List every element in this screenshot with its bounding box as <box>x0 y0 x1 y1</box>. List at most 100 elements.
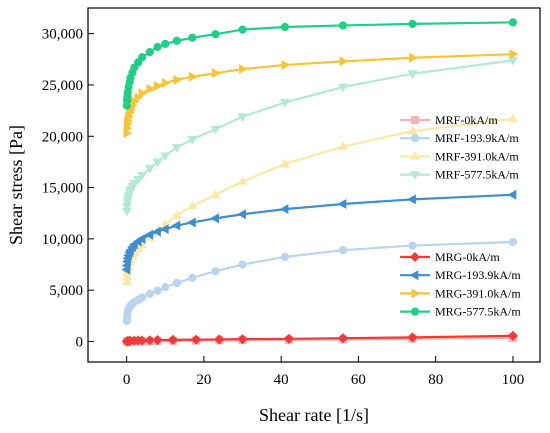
data-point <box>211 267 220 276</box>
series-mrg-193-9ka-m <box>121 189 517 275</box>
data-point <box>152 226 161 237</box>
series-mrg-391-0ka-m <box>123 49 519 139</box>
data-point <box>238 25 247 34</box>
data-point <box>146 84 156 95</box>
data-point <box>153 286 162 295</box>
y-tick-label: 0 <box>76 334 84 350</box>
data-point <box>407 125 418 135</box>
data-point <box>136 233 146 244</box>
data-point <box>144 335 155 346</box>
data-point <box>171 220 181 231</box>
legend-swatch-marker <box>411 288 421 299</box>
data-point <box>281 59 291 70</box>
legend-swatch-marker <box>410 115 420 125</box>
legend-swatch-marker <box>410 307 420 316</box>
legend-label: MRG-0kA/m <box>435 250 500 264</box>
data-point <box>280 22 290 32</box>
data-point <box>145 289 154 298</box>
axis-ticks: 0 20 40 60 80 100 0 5,000 10,000 15,000 20,000 25,0… <box>42 27 524 388</box>
data-point <box>172 36 181 45</box>
data-point <box>509 49 519 60</box>
data-point <box>121 276 132 286</box>
data-point <box>167 334 179 345</box>
data-point <box>188 33 197 42</box>
series-mrg-577-5ka-m <box>122 18 518 110</box>
data-point <box>160 152 171 162</box>
data-point <box>507 56 518 66</box>
x-tick-label: 20 <box>196 372 211 388</box>
data-point <box>283 333 294 344</box>
legend-label: MRG-391.0kA/m <box>435 286 521 300</box>
data-point <box>144 229 154 240</box>
y-tick-label: 10,000 <box>42 232 83 248</box>
series-layer <box>121 18 519 347</box>
data-point <box>137 53 147 62</box>
legend-swatch-marker <box>410 134 420 143</box>
data-point <box>161 77 171 88</box>
data-point <box>508 18 518 27</box>
data-point <box>173 74 183 85</box>
data-point <box>210 125 221 135</box>
legend-entry: MRG-193.9kA/m <box>400 268 521 282</box>
series-mrf-577-5ka-m <box>121 56 518 217</box>
data-point <box>337 141 348 150</box>
data-point <box>159 224 169 235</box>
data-point <box>239 64 248 75</box>
legend-entry: MRG-0kA/m <box>400 250 500 264</box>
y-tick-label: 5,000 <box>49 283 83 299</box>
data-point <box>186 217 196 228</box>
y-tick-label: 20,000 <box>42 129 83 145</box>
data-point <box>137 171 148 181</box>
legend-swatch-marker <box>409 151 421 160</box>
data-point <box>339 56 349 67</box>
x-tick-label: 40 <box>274 372 289 388</box>
y-axis-title: Shear stress [Pa] <box>6 125 26 245</box>
x-axis-title: Shear rate [1/s] <box>259 405 369 425</box>
data-point <box>408 19 417 29</box>
data-point <box>153 42 162 52</box>
legend-label: MRG-193.9kA/m <box>435 268 521 282</box>
legend-entry: MRG-391.0kA/m <box>400 286 521 300</box>
data-point <box>137 335 148 346</box>
legend-entry: MRF-193.9kA/m <box>400 131 519 145</box>
x-tick-label: 0 <box>123 372 131 388</box>
data-point <box>171 209 182 219</box>
data-point <box>280 158 291 168</box>
legend-entry: MRF-0kA/m <box>400 113 498 127</box>
data-point <box>338 246 348 255</box>
data-point <box>191 334 202 345</box>
data-point <box>129 180 140 189</box>
data-point <box>508 237 518 247</box>
data-point <box>144 164 155 174</box>
data-point <box>214 334 225 345</box>
legend-label: MRF-193.9kA/m <box>435 131 519 145</box>
data-point <box>161 282 170 292</box>
data-point <box>145 48 154 57</box>
legend-swatch-marker <box>409 171 421 180</box>
data-point <box>154 80 163 91</box>
data-point <box>171 144 182 153</box>
x-tick-label: 100 <box>502 372 525 388</box>
data-point <box>137 293 147 302</box>
legend-layer: MRF-0kA/m MRF-193.9kA/m MRF-391.0kA/m MRF-5… <box>400 113 521 319</box>
legend-label: MRG-577.5kA/m <box>435 305 521 319</box>
data-point <box>237 113 248 123</box>
legend-entry: MRF-391.0kA/m <box>400 149 519 163</box>
data-point <box>507 113 518 123</box>
data-point <box>187 200 198 210</box>
data-point <box>279 204 289 215</box>
data-point <box>161 39 170 49</box>
legend-label: MRF-0kA/m <box>435 113 498 127</box>
x-tick-label: 60 <box>351 372 366 388</box>
legend-label: MRF-577.5kA/m <box>435 168 519 182</box>
data-point <box>407 194 416 205</box>
legend-label: MRF-391.0kA/m <box>435 149 519 163</box>
data-point <box>337 198 347 209</box>
data-point <box>188 71 198 82</box>
plot-frame <box>87 7 541 363</box>
x-tick-label: 80 <box>428 372 443 388</box>
data-point <box>407 70 418 79</box>
data-point <box>138 88 148 99</box>
y-tick-label: 25,000 <box>42 78 83 94</box>
data-point <box>280 252 290 261</box>
